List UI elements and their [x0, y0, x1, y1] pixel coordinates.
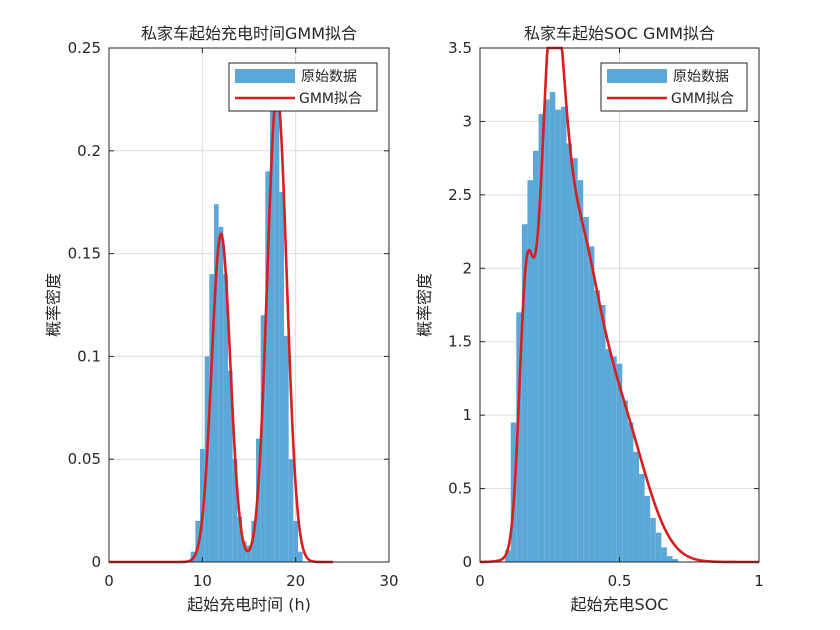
histogram-bar	[538, 114, 545, 562]
histogram-bar	[516, 312, 522, 562]
histogram-bar	[218, 226, 224, 562]
histogram-bar	[265, 171, 270, 563]
histogram-bar	[288, 459, 294, 562]
histogram-bar	[572, 158, 578, 562]
legend-gmm-label: GMM拟合	[671, 91, 734, 107]
histogram-bar	[627, 422, 634, 562]
histogram-bar	[284, 335, 289, 562]
x-tick-label: 0.5	[608, 572, 632, 590]
y-tick-label: 0.05	[68, 450, 101, 468]
x-tick-label: 1	[754, 572, 764, 590]
histogram-bar	[232, 459, 238, 562]
x-tick-label: 0	[475, 572, 485, 590]
y-tick-label: 0.25	[68, 39, 101, 57]
soc-gmm-panel: 0 0.5 1 00.511.522.533.5 私家车起始SOC GMM拟合 起始…	[415, 24, 764, 614]
histogram-bar	[544, 99, 550, 563]
histogram-bar	[214, 204, 219, 563]
histogram-bar	[549, 92, 556, 563]
histogram-bar	[599, 305, 606, 562]
y-tick-label: 3.5	[448, 39, 472, 57]
histogram-bar	[655, 532, 662, 562]
x-tick-label: 20	[286, 572, 305, 590]
axes-frame	[108, 47, 390, 563]
y-tick-label: 1.5	[448, 333, 472, 351]
histogram-bar	[533, 150, 539, 563]
histogram-bar	[521, 224, 528, 562]
histogram-bar	[560, 106, 567, 562]
histogram-bar	[616, 363, 623, 562]
x-ticks: 0 0.5 1	[475, 48, 764, 590]
histogram-bar	[270, 78, 275, 562]
x-tick-label: 10	[193, 572, 212, 590]
y-tick-label: 3	[462, 112, 472, 130]
histogram-bar	[223, 274, 228, 562]
histogram-bar	[260, 315, 266, 562]
legend: 原始数据 GMM拟合	[600, 62, 748, 112]
histogram-bar	[274, 78, 280, 562]
y-tick-label: 0.2	[77, 142, 101, 160]
y-tick-label: 1	[462, 406, 472, 424]
legend-histogram-label: 原始数据	[301, 69, 357, 85]
y-axis-label: 概率密度	[415, 273, 434, 337]
plot-area	[109, 48, 389, 562]
y-tick-label: 0.5	[448, 480, 472, 498]
histogram-bar	[527, 180, 534, 562]
histogram-bar	[672, 559, 679, 562]
time-gmm-panel: 0 10 20 30 0 0.05 0.1 0.15 0.2 0.25 私家车起始充电时间GMM…	[44, 24, 399, 614]
histogram-bar	[242, 541, 247, 562]
histogram-bar	[195, 520, 200, 562]
legend-histogram-label: 原始数据	[673, 69, 729, 85]
histogram-bar	[644, 495, 651, 562]
histogram-bar	[633, 451, 640, 562]
x-axis-label: 起始充电SOC	[571, 595, 669, 614]
y-tick-label: 2	[462, 259, 472, 277]
y-tick-label: 0.15	[68, 245, 101, 263]
y-tick-label: 2.5	[448, 186, 472, 204]
legend: 原始数据 GMM拟合	[228, 62, 378, 112]
histogram-bar	[209, 274, 214, 562]
histogram-bar	[228, 370, 233, 562]
histogram-bar	[237, 516, 242, 562]
histogram-bar	[555, 109, 561, 563]
legend-histogram-swatch	[235, 69, 295, 83]
histogram-bar	[594, 290, 600, 562]
y-tick-label: 0.1	[77, 347, 101, 365]
legend-gmm-label: GMM拟合	[299, 91, 362, 107]
histogram-bar	[298, 551, 303, 562]
x-tick-label: 0	[104, 572, 114, 590]
x-axis-label: 起始充电时间 (h)	[187, 595, 311, 614]
chart-title: 私家车起始充电时间GMM拟合	[141, 24, 357, 43]
chart-title: 私家车起始SOC GMM拟合	[524, 24, 715, 43]
y-axis-label: 概率密度	[44, 273, 63, 337]
y-ticks: 0 0.05 0.1 0.15 0.2 0.25	[68, 39, 389, 571]
histogram-bar	[566, 143, 573, 562]
histogram-bar	[251, 520, 256, 562]
histogram-bar	[622, 400, 628, 562]
y-ticks: 0 0.5 1 1.5 2 2.5 3 3.5	[448, 39, 759, 571]
histogram-bar	[279, 191, 284, 563]
histogram-bar	[246, 545, 252, 562]
histogram-bar	[577, 180, 584, 562]
histogram-bar	[611, 356, 617, 562]
histogram-bar	[505, 550, 511, 562]
histogram-bars	[505, 92, 679, 563]
histogram-bar	[650, 517, 656, 562]
histogram-bar	[639, 473, 645, 562]
x-ticks: 0 10 20 30	[104, 48, 399, 590]
histogram-bar	[605, 349, 612, 562]
histogram-bar	[588, 246, 595, 562]
x-tick-label: 30	[379, 572, 398, 590]
histogram-bar	[583, 216, 589, 562]
legend-histogram-swatch	[607, 69, 667, 83]
histogram-bar	[293, 520, 298, 562]
histogram-bar	[661, 547, 667, 562]
histogram-bar	[666, 556, 673, 562]
y-tick-label: 0	[91, 553, 101, 571]
y-tick-label: 0	[462, 553, 472, 571]
